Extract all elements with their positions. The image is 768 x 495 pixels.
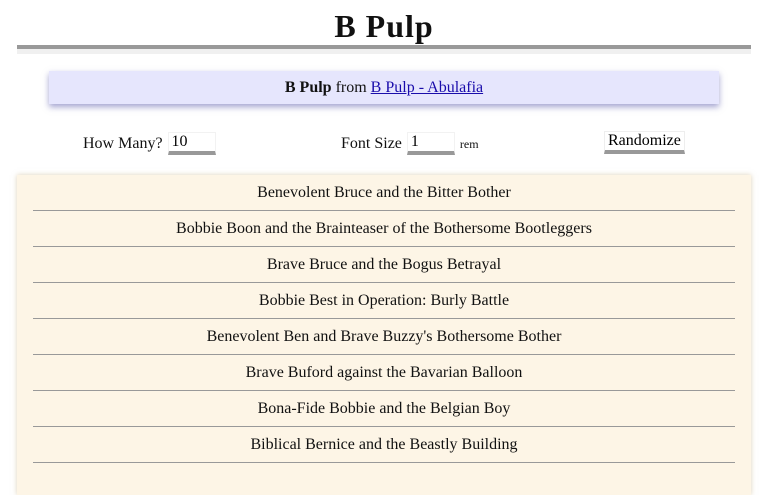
font-size-input[interactable] xyxy=(406,132,455,155)
title-divider-shadow xyxy=(17,49,751,54)
how-many-control: How Many? xyxy=(83,132,216,155)
results-list: Benevolent Bruce and the Bitter Bother Bo… xyxy=(17,175,751,495)
list-item: Brave Buford against the Bavarian Balloo… xyxy=(33,355,735,391)
source-banner: B Pulp from B Pulp - Abulafia xyxy=(49,71,719,104)
how-many-input[interactable] xyxy=(167,132,216,155)
randomize-button[interactable]: Randomize xyxy=(604,131,685,154)
how-many-label: How Many? xyxy=(83,134,163,152)
list-item: Biblical Bernice and the Beastly Buildin… xyxy=(33,427,735,463)
font-size-unit: rem xyxy=(459,136,479,151)
list-item: Benevolent Bruce and the Bitter Bother xyxy=(33,175,735,211)
page-title: B Pulp xyxy=(334,8,434,44)
list-item: Bobbie Boon and the Brainteaser of the B… xyxy=(33,211,735,247)
title-divider xyxy=(17,45,751,49)
source-from: from xyxy=(335,79,367,96)
font-size-label: Font Size xyxy=(341,134,402,152)
list-item: Brave Bruce and the Bogus Betrayal xyxy=(33,247,735,283)
font-size-control: Font Size rem xyxy=(341,132,479,155)
source-link[interactable]: B Pulp - Abulafia xyxy=(370,79,484,96)
source-name: B Pulp xyxy=(284,79,332,96)
list-item: Bona-Fide Bobbie and the Belgian Boy xyxy=(33,391,735,427)
list-item: Benevolent Ben and Brave Buzzy's Bothers… xyxy=(33,319,735,355)
list-item: Bobbie Best in Operation: Burly Battle xyxy=(33,283,735,319)
